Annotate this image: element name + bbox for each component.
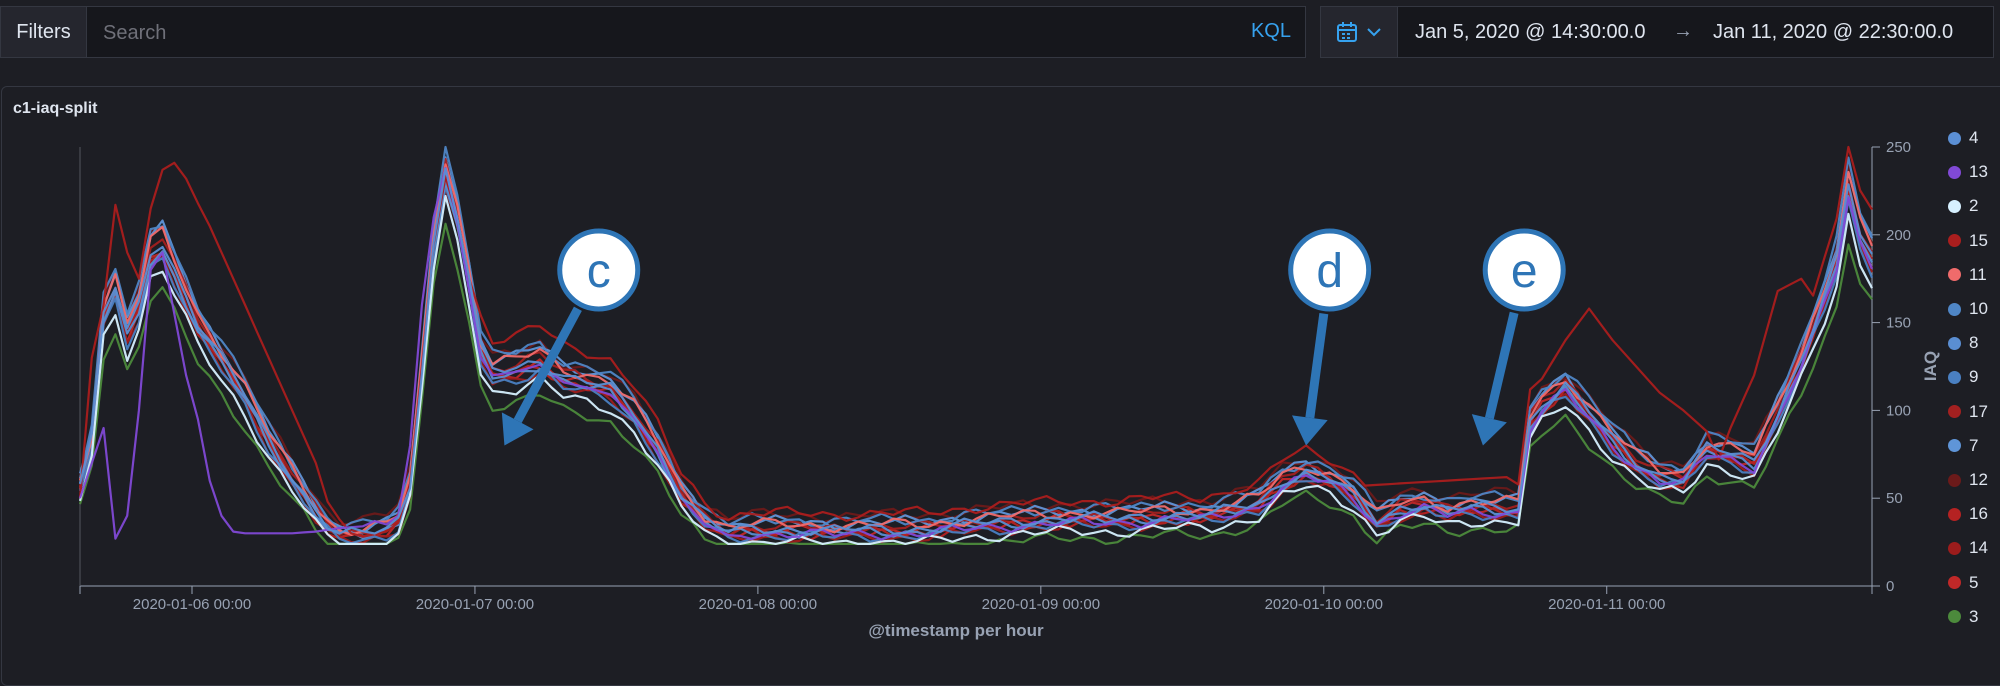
legend-swatch [1948, 576, 1961, 590]
legend-label: 5 [1969, 572, 1979, 592]
legend-item-14[interactable]: 14 [1948, 537, 1988, 559]
legend-label: 7 [1969, 435, 1979, 455]
legend-swatch [1948, 199, 1961, 213]
legend-item-10[interactable]: 10 [1948, 298, 1988, 320]
legend-item-11[interactable]: 11 [1948, 264, 1987, 286]
legend-swatch [1948, 234, 1961, 248]
search-input[interactable] [101, 7, 1205, 59]
legend-item-17[interactable]: 17 [1948, 401, 1988, 423]
legend-item-15[interactable]: 15 [1948, 230, 1988, 252]
legend-swatch [1948, 131, 1961, 145]
legend-swatch [1948, 405, 1961, 419]
kql-toggle[interactable]: KQL [1250, 20, 1291, 42]
legend-label: 4 [1969, 128, 1979, 147]
filters-button[interactable]: Filters [0, 6, 86, 58]
legend-label: 8 [1969, 333, 1979, 353]
legend-swatch [1948, 302, 1961, 316]
legend-label: 15 [1969, 230, 1988, 250]
calendar-icon [1337, 22, 1357, 42]
legend-item-2[interactable]: 2 [1948, 195, 1978, 217]
legend-label: 14 [1969, 538, 1988, 558]
legend-item-4[interactable]: 4 [1948, 127, 1978, 149]
query-bar: Filters KQL Jan 5, 2020 @ 14:30:00.0 → J… [0, 0, 2000, 62]
legend-label: 10 [1969, 299, 1988, 318]
legend-swatch [1948, 541, 1961, 555]
date-start[interactable]: Jan 5, 2020 @ 14:30:00.0 [1415, 21, 1646, 43]
legend-swatch [1948, 370, 1961, 384]
legend-item-7[interactable]: 7 [1948, 435, 1978, 457]
legend-label: 13 [1969, 162, 1988, 182]
legend-item-8[interactable]: 8 [1948, 332, 1978, 354]
date-range-arrow: → [1673, 20, 1693, 42]
legend-swatch [1948, 507, 1961, 521]
legend-label: 11 [1969, 264, 1987, 284]
legend-label: 9 [1969, 367, 1979, 387]
legend-swatch [1948, 439, 1961, 453]
legend-swatch [1948, 336, 1961, 350]
legend-swatch [1948, 473, 1961, 487]
visualization-panel [1, 86, 2000, 686]
legend-label: 12 [1969, 470, 1988, 489]
legend-swatch [1948, 268, 1961, 282]
legend-swatch [1948, 165, 1961, 179]
date-picker[interactable]: Jan 5, 2020 @ 14:30:00.0 → Jan 11, 2020 … [1320, 6, 1994, 58]
panel-title: c1-iaq-split [13, 100, 98, 117]
legend-item-12[interactable]: 12 [1948, 469, 1988, 491]
date-quick-menu-button[interactable] [1321, 7, 1398, 57]
legend-swatch [1948, 610, 1961, 624]
legend-label: 16 [1969, 504, 1988, 524]
legend-item-16[interactable]: 16 [1948, 503, 1988, 525]
legend-item-3[interactable]: 3 [1948, 606, 1978, 628]
legend-item-9[interactable]: 9 [1948, 366, 1978, 388]
legend-label: 2 [1969, 196, 1979, 216]
legend-label: 3 [1969, 606, 1979, 626]
search-field[interactable]: KQL [86, 6, 1306, 59]
legend-item-5[interactable]: 5 [1948, 572, 1978, 594]
date-end[interactable]: Jan 11, 2020 @ 22:30:00.0 [1713, 21, 1954, 43]
legend-item-13[interactable]: 13 [1948, 161, 1988, 183]
legend-label: 17 [1969, 401, 1988, 421]
chevron-down-icon [1367, 28, 1381, 37]
